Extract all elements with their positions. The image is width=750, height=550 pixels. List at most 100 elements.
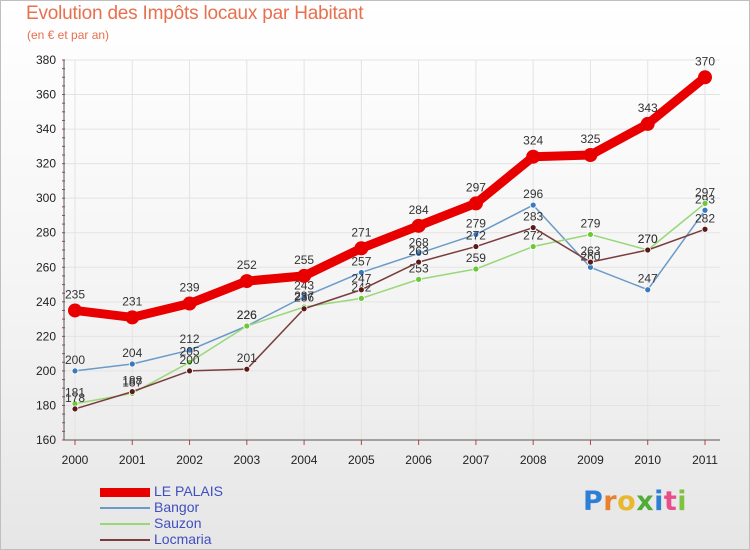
legend-swatch	[100, 523, 150, 525]
data-label: 187	[122, 375, 142, 389]
data-point	[472, 243, 480, 250]
data-point	[698, 70, 712, 85]
chart-title: Evolution des Impôts locaux par Habitant	[26, 3, 364, 24]
series-line	[74, 226, 706, 410]
data-point	[300, 293, 308, 301]
y-tick-label: 280	[36, 226, 56, 240]
logo-letter: i	[677, 486, 688, 517]
data-point	[701, 199, 709, 207]
data-point	[701, 206, 709, 214]
series-line	[74, 204, 706, 372]
data-label: 370	[695, 54, 715, 68]
data-point	[644, 286, 652, 294]
legend-swatch	[100, 507, 150, 509]
legend-label: Bangor	[154, 499, 200, 515]
y-tick-label: 160	[36, 433, 56, 447]
data-point	[529, 224, 537, 231]
series-le-palais: 235 231 239 252 255 271 284 297 324 325 343 370	[65, 54, 715, 325]
x-tick-label: 2001	[119, 453, 146, 467]
data-point	[186, 346, 193, 354]
y-tick-label: 300	[36, 191, 56, 205]
y-tick-label: 240	[36, 295, 56, 309]
data-point	[354, 241, 369, 256]
x-tick-label: 2002	[176, 453, 203, 467]
data-label: 237	[294, 289, 314, 303]
y-tick-label: 180	[36, 398, 56, 412]
data-label: 226	[237, 308, 257, 322]
legend-swatch	[100, 487, 150, 497]
data-label: 200	[65, 353, 85, 367]
data-point	[243, 365, 251, 373]
logo-letter: t	[663, 486, 678, 517]
logo-letter: r	[603, 486, 618, 517]
data-label: 324	[523, 134, 543, 148]
data-label: 252	[237, 258, 257, 272]
data-point	[472, 231, 480, 238]
x-tick-label: 2003	[233, 453, 260, 467]
data-point	[526, 149, 541, 164]
data-point	[415, 250, 423, 257]
data-label: 283	[523, 210, 543, 224]
data-point	[411, 218, 426, 233]
data-label: 270	[638, 232, 658, 246]
data-point	[415, 258, 423, 266]
data-label: 257	[351, 254, 371, 268]
y-tick-label: 360	[36, 88, 56, 102]
data-label: 255	[294, 253, 314, 267]
data-point	[529, 243, 537, 250]
data-label: 272	[523, 229, 543, 243]
legend-swatch	[100, 539, 150, 541]
x-tick-label: 2000	[62, 453, 89, 467]
data-label: 271	[351, 225, 371, 239]
y-tick-label: 220	[36, 329, 56, 343]
data-label: 343	[638, 101, 658, 115]
data-point	[243, 322, 251, 330]
data-label: 279	[580, 216, 600, 230]
data-label: 272	[466, 229, 486, 243]
x-tick-label: 2008	[520, 453, 547, 467]
logo-letter: x	[636, 486, 655, 517]
logo-letter: P	[583, 486, 604, 517]
y-tick-label: 200	[36, 364, 56, 378]
y-tick-label: 260	[36, 260, 56, 274]
logo-letter: o	[617, 486, 637, 517]
x-tick-label: 2006	[405, 453, 432, 467]
legend-item-le-palais: LE PALAIS	[100, 483, 300, 500]
legend-label: Sauzon	[154, 515, 202, 531]
data-label: 188	[122, 374, 142, 388]
data-point	[128, 360, 136, 368]
data-point	[186, 358, 193, 366]
data-point	[182, 296, 197, 311]
data-point	[357, 294, 365, 302]
x-tick-label: 2009	[577, 453, 604, 467]
legend-label: Locmaria	[154, 531, 212, 547]
data-label: 293	[695, 192, 715, 206]
y-tick-label: 340	[36, 122, 56, 136]
legend-item-bangor: Bangor	[100, 499, 300, 516]
legend-item-locmaria: Locmaria	[100, 531, 300, 548]
data-label: 296	[523, 187, 543, 201]
data-label: 181	[65, 386, 85, 400]
plot-area	[64, 60, 720, 440]
data-label: 201	[237, 351, 257, 365]
data-label: 226	[237, 308, 257, 322]
data-point	[125, 310, 140, 325]
data-label: 243	[294, 279, 314, 293]
data-point	[128, 388, 136, 396]
chart-subtitle: (en € et par an)	[27, 28, 110, 42]
data-point	[297, 268, 312, 283]
data-point	[644, 246, 652, 254]
x-tick-label: 2007	[463, 453, 490, 467]
data-label: 263	[409, 244, 429, 258]
data-label: 178	[65, 391, 85, 405]
data-label: 236	[294, 291, 314, 305]
data-point	[68, 303, 82, 318]
data-label: 247	[638, 272, 658, 286]
data-label: 297	[466, 180, 486, 194]
x-tick-label: 2010	[634, 453, 661, 467]
data-point	[587, 231, 594, 238]
data-label: 212	[180, 332, 200, 346]
